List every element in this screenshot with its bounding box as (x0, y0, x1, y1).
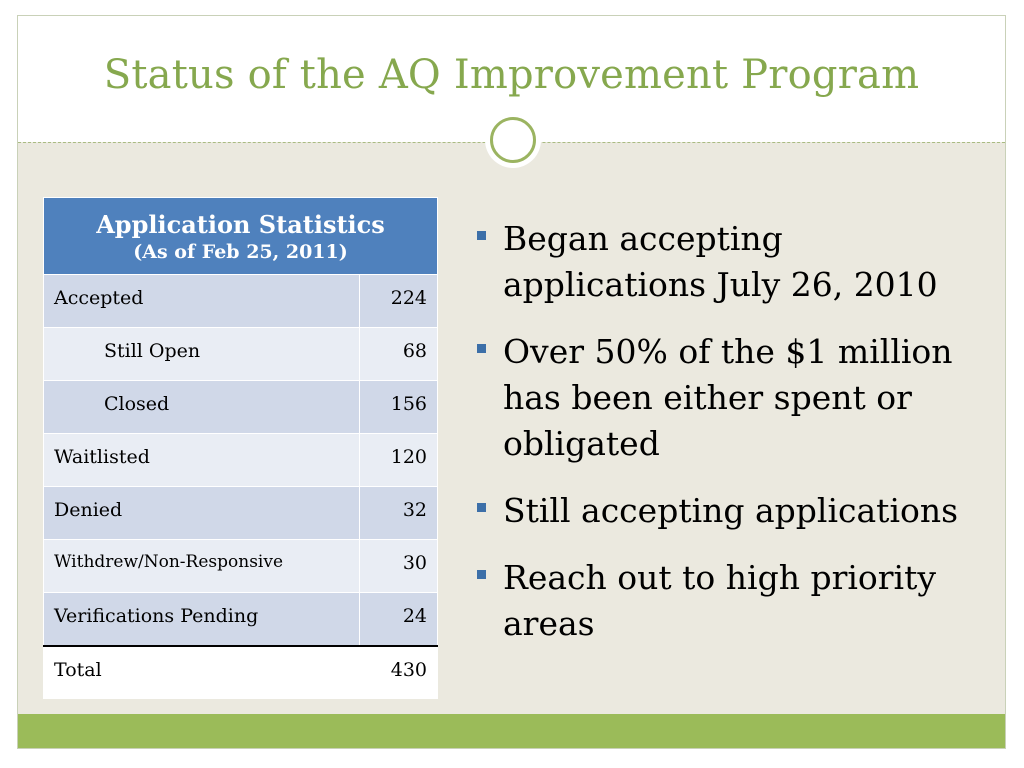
row-value: 32 (359, 486, 438, 540)
total-value: 430 (359, 644, 438, 699)
table-row: Waitlisted 120 (42, 433, 438, 487)
row-value: 156 (359, 380, 438, 434)
table-header: Application Statistics (As of Feb 25, 20… (43, 197, 438, 275)
total-label: Total (42, 644, 361, 699)
row-label: Denied (42, 486, 361, 540)
application-statistics-table: Application Statistics (As of Feb 25, 20… (42, 197, 438, 699)
divider-circle-ornament (490, 117, 536, 163)
table-row: Withdrew/Non-Responsive 30 (42, 539, 438, 593)
bullet-item: Still accepting applications (473, 488, 993, 534)
row-value: 30 (359, 539, 438, 593)
row-value: 68 (359, 327, 438, 381)
square-bullet-icon (477, 231, 486, 240)
bullet-text: Still accepting applications (503, 491, 959, 530)
table-row: Denied 32 (42, 486, 438, 540)
row-label: Waitlisted (42, 433, 361, 487)
table-total-row: Total 430 (42, 644, 438, 699)
bottom-accent-bar (18, 714, 1005, 748)
row-label: Closed (42, 380, 361, 434)
square-bullet-icon (477, 570, 486, 579)
bullet-list: Began accepting applications July 26, 20… (473, 216, 993, 668)
table-row: Closed 156 (42, 380, 438, 434)
table-header-date: (As of Feb 25, 2011) (133, 240, 348, 263)
row-label: Withdrew/Non-Responsive (42, 539, 361, 593)
bullet-item: Began accepting applications July 26, 20… (473, 216, 993, 308)
table-row: Verifications Pending 24 (42, 592, 438, 646)
row-label: Verifications Pending (42, 592, 361, 646)
row-label: Accepted (42, 274, 361, 328)
bullet-text: Over 50% of the $1 million has been eith… (503, 332, 953, 463)
row-value: 224 (359, 274, 438, 328)
row-label: Still Open (42, 327, 361, 381)
table-row: Accepted 224 (42, 274, 438, 328)
row-value: 24 (359, 592, 438, 646)
slide: Status of the AQ Improvement Program App… (17, 15, 1006, 749)
table-header-row: Application Statistics (As of Feb 25, 20… (43, 197, 438, 275)
square-bullet-icon (477, 503, 486, 512)
bullet-text: Began accepting applications July 26, 20… (503, 219, 938, 304)
slide-title: Status of the AQ Improvement Program (103, 52, 920, 98)
bullet-text: Reach out to high priority areas (503, 558, 936, 643)
row-value: 120 (359, 433, 438, 487)
table-header-title: Application Statistics (96, 209, 385, 239)
table-row: Still Open 68 (42, 327, 438, 381)
bullet-item: Reach out to high priority areas (473, 555, 993, 647)
bullet-item: Over 50% of the $1 million has been eith… (473, 329, 993, 467)
square-bullet-icon (477, 344, 486, 353)
